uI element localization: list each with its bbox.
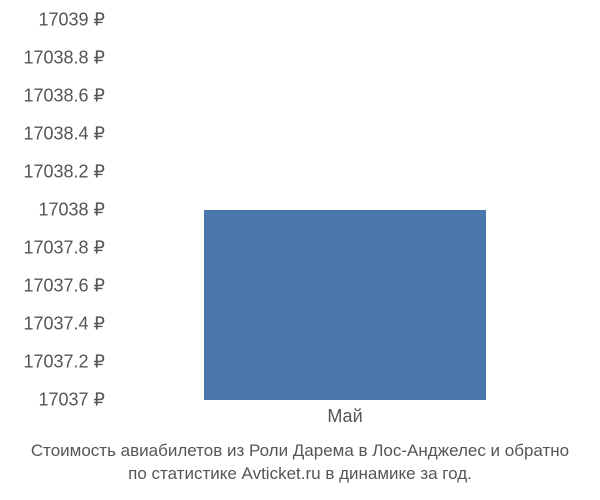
y-tick-label: 17037.6 ₽	[0, 276, 105, 297]
y-tick-label: 17037.4 ₽	[0, 314, 105, 335]
caption-line-1: Стоимость авиабилетов из Роли Дарема в Л…	[0, 440, 600, 463]
y-axis: 17039 ₽17038.8 ₽17038.6 ₽17038.4 ₽17038.…	[0, 20, 105, 400]
y-tick-label: 17038.4 ₽	[0, 124, 105, 145]
y-tick-label: 17037.8 ₽	[0, 238, 105, 259]
bar	[204, 210, 486, 400]
caption-line-2: по статистике Avticket.ru в динамике за …	[0, 463, 600, 486]
y-tick-label: 17038.2 ₽	[0, 162, 105, 183]
plot-area	[110, 20, 580, 400]
x-tick-label: Май	[110, 406, 580, 427]
y-tick-label: 17039 ₽	[0, 10, 105, 31]
y-tick-label: 17038 ₽	[0, 200, 105, 221]
y-tick-label: 17037 ₽	[0, 390, 105, 411]
y-tick-label: 17037.2 ₽	[0, 352, 105, 373]
chart-caption: Стоимость авиабилетов из Роли Дарема в Л…	[0, 440, 600, 486]
price-chart: 17039 ₽ 17038.8 ₽ 17038.6 ₽ 17038.4 ₽ 17038.…	[0, 0, 600, 500]
y-tick-label: 17038.6 ₽	[0, 86, 105, 107]
y-tick-label: 17038.8 ₽	[0, 48, 105, 69]
